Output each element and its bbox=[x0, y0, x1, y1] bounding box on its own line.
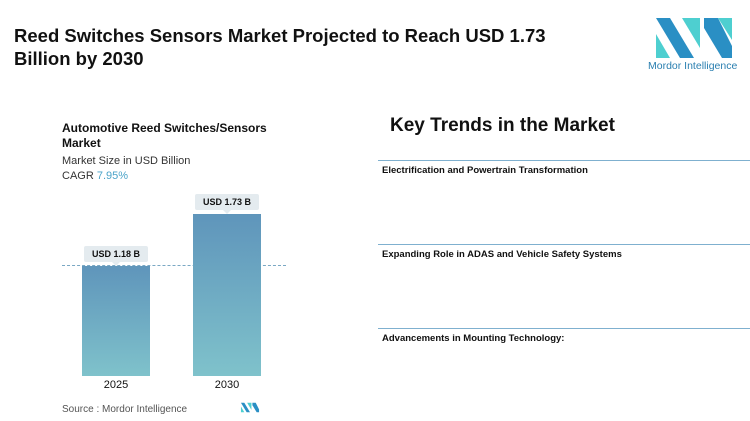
data-label: USD 1.73 B bbox=[194, 194, 260, 214]
source: Source : Mordor Intelligence bbox=[62, 404, 187, 415]
mordor-logo-icon bbox=[656, 18, 732, 58]
source-value: Mordor Intelligence bbox=[102, 404, 188, 415]
trend-item: Electrification and Powertrain Transform… bbox=[382, 165, 588, 176]
cagr-value: 7.95% bbox=[96, 170, 129, 182]
divider bbox=[378, 328, 750, 329]
bar-2025 bbox=[82, 265, 150, 376]
divider bbox=[378, 160, 750, 161]
chart-title: Automotive Reed Switches/Sensors Market bbox=[62, 121, 267, 150]
page-title: Reed Switches Sensors Market Projected t… bbox=[14, 25, 546, 69]
data-label: USD 1.18 B bbox=[83, 245, 149, 266]
x-tick-label: 2030 bbox=[214, 379, 240, 391]
trend-item: Expanding Role in ADAS and Vehicle Safet… bbox=[382, 249, 622, 260]
x-tick-label: 2025 bbox=[103, 379, 129, 391]
divider bbox=[378, 244, 750, 245]
source-logo-icon bbox=[240, 402, 260, 413]
cagr: CAGR 7.95% bbox=[62, 170, 128, 182]
reference-line bbox=[62, 265, 286, 266]
cagr-label: CAGR bbox=[62, 170, 94, 182]
bar-2030 bbox=[193, 214, 261, 376]
key-trends-title: Key Trends in the Market bbox=[390, 115, 615, 136]
chart-subtitle: Market Size in USD Billion bbox=[62, 155, 191, 167]
trend-item: Advancements in Mounting Technology: bbox=[382, 333, 565, 344]
source-label: Source : bbox=[62, 404, 100, 415]
logo-text: Mordor Intelligence bbox=[648, 60, 738, 72]
